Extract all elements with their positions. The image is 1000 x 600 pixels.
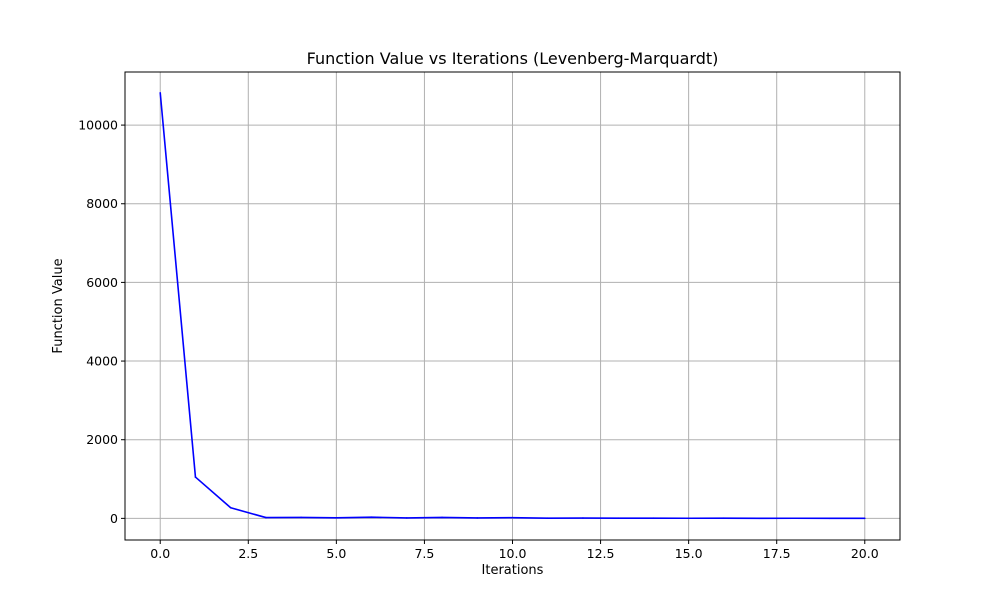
- x-tick-label: 17.5: [763, 546, 791, 561]
- y-tick-label: 4000: [86, 354, 118, 369]
- data-point: [687, 517, 690, 520]
- x-tick-label: 10.0: [499, 546, 527, 561]
- grid: [125, 72, 900, 540]
- x-axis: 0.0 2.5 5.0 7.5 10.0 12.5 15.0 17.5 20.0: [150, 540, 879, 561]
- data-point: [370, 516, 373, 518]
- y-tick-label: 8000: [86, 196, 118, 211]
- x-tick-label: 7.5: [414, 546, 434, 561]
- data-point: [406, 517, 408, 519]
- data-point: [511, 516, 514, 519]
- y-tick-label: 2000: [86, 432, 118, 447]
- data-point: [652, 517, 655, 519]
- x-tick-label: 0.0: [150, 546, 170, 561]
- data-point: [441, 516, 443, 519]
- data-point: [617, 517, 619, 520]
- data-point: [793, 517, 796, 520]
- x-tick-label: 2.5: [238, 546, 258, 561]
- data-point: [546, 517, 549, 519]
- y-axis-label: Function Value: [51, 258, 66, 353]
- y-tick-label: 10000: [78, 118, 118, 133]
- data-point: [863, 517, 866, 520]
- x-tick-label: 15.0: [675, 546, 703, 561]
- y-tick-label: 0: [110, 511, 118, 526]
- x-axis-label: Iterations: [482, 563, 544, 578]
- data-point: [335, 516, 338, 519]
- x-tick-label: 12.5: [587, 546, 615, 561]
- x-tick-label: 20.0: [851, 546, 879, 561]
- series-layer: [159, 92, 866, 520]
- y-axis: 0 2000 4000 6000 8000 10000: [78, 118, 125, 526]
- data-point: [582, 517, 584, 519]
- data-point: [159, 92, 162, 94]
- data-point: [194, 476, 197, 478]
- data-point: [758, 517, 760, 520]
- data-point: [476, 517, 479, 519]
- data-point: [300, 516, 302, 519]
- data-point: [229, 506, 232, 509]
- data-point: [828, 517, 831, 520]
- data-point: [723, 517, 725, 520]
- y-tick-label: 6000: [86, 275, 118, 290]
- chart-title: Function Value vs Iterations (Levenberg-…: [307, 49, 719, 68]
- x-tick-label: 5.0: [326, 546, 346, 561]
- data-point: [265, 516, 267, 519]
